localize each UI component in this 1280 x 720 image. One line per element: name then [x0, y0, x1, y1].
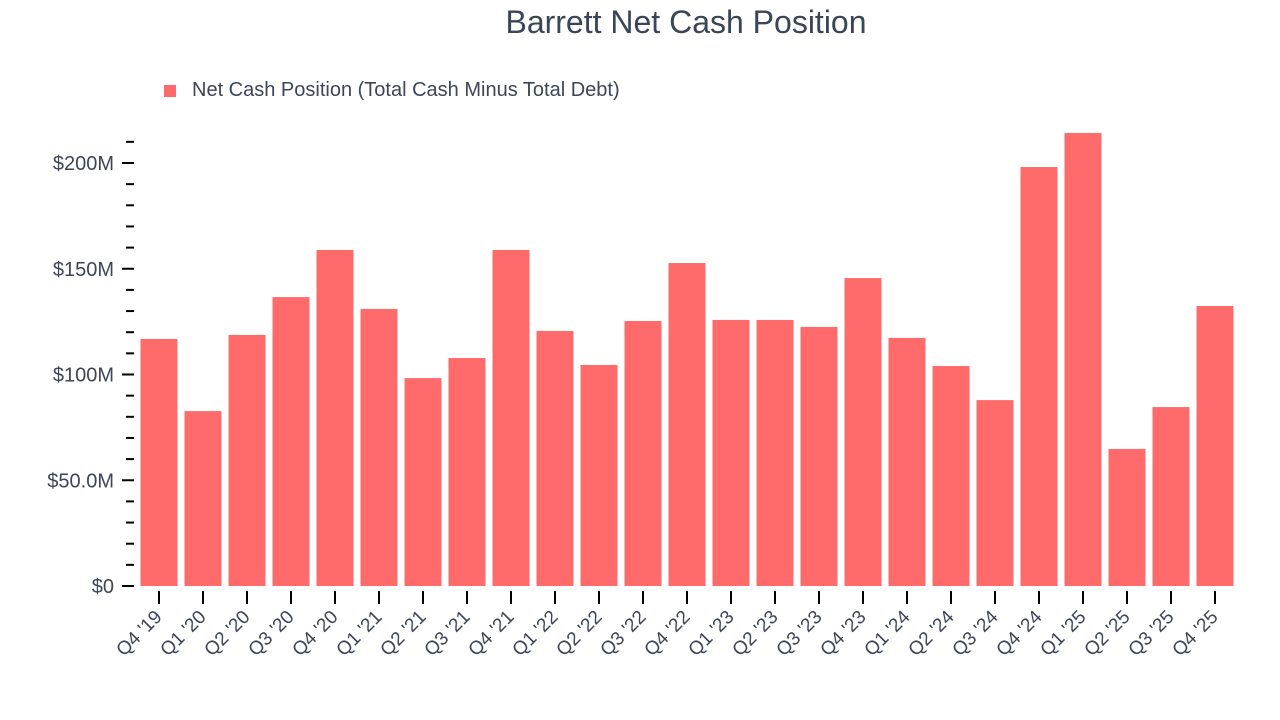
x-tick-label: Q2 '23 — [729, 607, 783, 661]
y-tick-label: $200M — [53, 153, 114, 175]
bar — [448, 358, 486, 586]
bar — [140, 338, 178, 586]
bar — [272, 297, 310, 586]
x-tick-label: Q1 '25 — [1037, 607, 1091, 661]
legend: Net Cash Position (Total Cash Minus Tota… — [164, 79, 620, 102]
bar — [536, 330, 574, 586]
x-tick-label: Q4 '25 — [1169, 607, 1223, 661]
x-tick-label: Q2 '25 — [1081, 607, 1135, 661]
x-tick-label: Q1 '24 — [861, 606, 915, 660]
x-tick-label: Q2 '20 — [201, 607, 255, 661]
x-tick-label: Q3 '22 — [597, 607, 651, 661]
bar — [976, 400, 1014, 586]
bar — [1108, 448, 1146, 586]
x-tick-label: Q2 '21 — [377, 607, 431, 661]
legend-label: Net Cash Position (Total Cash Minus Tota… — [192, 79, 620, 101]
bar — [668, 263, 706, 586]
bar — [184, 411, 222, 586]
bar — [712, 319, 750, 586]
bar — [1064, 132, 1102, 587]
x-tick-label: Q2 '22 — [553, 607, 607, 661]
y-tick-label: $50.0M — [47, 470, 114, 492]
x-tick-label: Q1 '22 — [509, 607, 563, 661]
x-tick-label: Q3 '21 — [421, 607, 475, 661]
legend-swatch — [164, 84, 176, 97]
x-tick-label: Q3 '24 — [949, 606, 1003, 660]
bar — [1196, 305, 1234, 586]
x-tick-label: Q4 '21 — [465, 607, 519, 661]
bar — [756, 319, 794, 586]
bar — [888, 337, 926, 586]
x-tick-label: Q3 '20 — [245, 607, 299, 661]
x-tick-label: Q4 '19 — [113, 607, 167, 661]
x-tick-label: Q3 '25 — [1125, 607, 1179, 661]
x-tick-label: Q1 '20 — [157, 607, 211, 661]
bar — [624, 320, 662, 586]
y-tick-label: $100M — [53, 365, 114, 387]
bar — [228, 334, 266, 586]
y-tick-label: $150M — [53, 259, 114, 281]
x-tick-label: Q1 '23 — [685, 607, 739, 661]
x-tick-label: Q2 '24 — [905, 606, 959, 660]
bar — [800, 326, 838, 586]
x-tick-label: Q3 '23 — [773, 607, 827, 661]
bar — [1152, 407, 1190, 586]
bar — [316, 249, 354, 586]
chart-title: Barrett Net Cash Position — [505, 4, 867, 40]
bar — [844, 278, 882, 586]
y-tick-label: $0 — [92, 576, 114, 598]
bars — [140, 132, 1234, 587]
bar — [492, 249, 530, 586]
bar — [1020, 167, 1058, 586]
x-tick-label: Q4 '23 — [817, 607, 871, 661]
x-tick-label: Q4 '24 — [993, 606, 1047, 660]
x-tick-label: Q4 '20 — [289, 607, 343, 661]
bar — [932, 366, 970, 586]
y-axis: $0 $50.0M $100M $150M $200M — [47, 140, 134, 598]
bar — [360, 308, 398, 586]
bar — [404, 378, 442, 586]
bar — [580, 364, 618, 586]
x-tick-label: Q1 '21 — [333, 607, 387, 661]
x-tick-label: Q4 '22 — [641, 607, 695, 661]
